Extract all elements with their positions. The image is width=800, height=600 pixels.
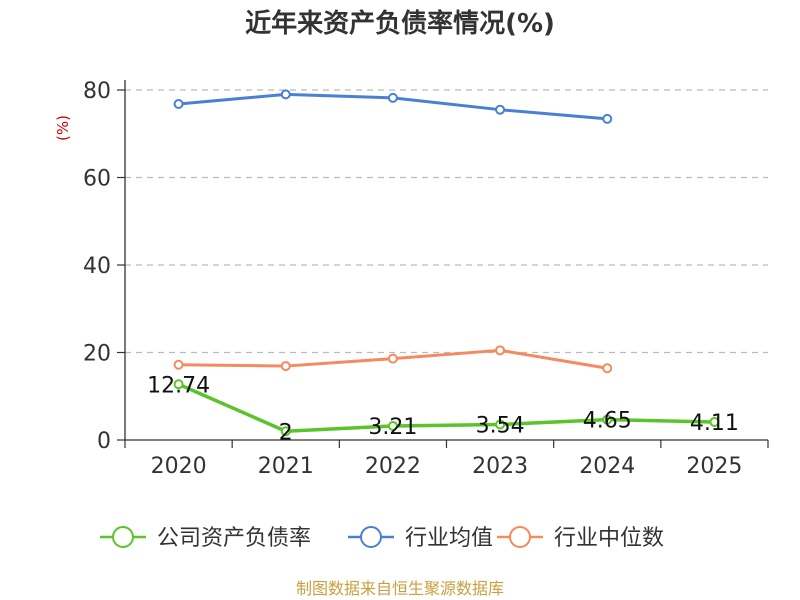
- data-label-2024: 4.65: [583, 409, 632, 434]
- legend-item-2[interactable]: 行业中位数: [497, 526, 664, 551]
- point-s1-2020: [173, 99, 184, 109]
- point-s2-2021: [280, 361, 291, 372]
- legend-marker-0: [112, 526, 134, 548]
- legend-marker-2: [509, 526, 531, 548]
- x-tick-label-2021: 2021: [258, 454, 314, 479]
- axes: 0 20 40 60 80 2020 2021 2022 2023 2024 2025: [83, 79, 769, 479]
- x-tick-label-2022: 2022: [365, 454, 421, 479]
- y-tick-label-40: 40: [83, 254, 111, 279]
- legend-item-0[interactable]: 公司资产负债率: [100, 526, 311, 551]
- legend-marker-1: [360, 526, 382, 548]
- point-s0-2023: [495, 419, 506, 430]
- data-label-2021: 2: [279, 420, 293, 445]
- series-layer: [173, 89, 720, 437]
- chart-title: 近年来资产负债率情况(%): [245, 8, 555, 39]
- legend-label-2: 行业中位数: [554, 526, 664, 551]
- data-label-2025: 4.11: [690, 411, 739, 436]
- point-s0-2025: [709, 417, 720, 428]
- y-tick-label-80: 80: [83, 79, 111, 104]
- data-label-2023: 3.54: [476, 414, 525, 439]
- x-tick-label-2020: 2020: [151, 454, 207, 479]
- data-label-2022: 3.21: [368, 415, 417, 440]
- point-s0-2022: [387, 420, 398, 431]
- legend-item-1[interactable]: 行业均值: [348, 526, 493, 551]
- legend[interactable]: 公司资产负债率 行业均值 行业中位数: [100, 526, 664, 551]
- x-tick-label-2024: 2024: [579, 454, 635, 479]
- point-s1-2023: [495, 104, 506, 115]
- y-axis-label: (%): [54, 115, 72, 141]
- y-tick-label-60: 60: [83, 167, 111, 192]
- legend-label-1: 行业均值: [405, 526, 493, 551]
- y-tick-label-20: 20: [83, 342, 111, 367]
- grid: [125, 89, 768, 354]
- x-tick-label-2025: 2025: [686, 454, 742, 479]
- point-s2-2023: [495, 345, 506, 356]
- point-s2-2024: [602, 363, 613, 374]
- point-s1-2021: [280, 89, 291, 100]
- series-line-0: [177, 382, 715, 433]
- point-s0-2020: [173, 379, 184, 390]
- source-note: 制图数据来自恒生聚源数据库: [296, 579, 504, 598]
- y-tick-label-0: 0: [97, 429, 111, 454]
- point-s2-2020: [173, 359, 184, 370]
- point-s0-2024: [602, 414, 613, 425]
- legend-label-0: 公司资产负债率: [157, 526, 311, 551]
- data-labels: 12.74 2 3.21 3.54 4.65 4.11: [147, 373, 739, 445]
- point-s1-2022: [387, 92, 398, 103]
- point-s0-2021: [280, 426, 291, 437]
- point-s2-2022: [387, 353, 398, 364]
- data-label-2020: 12.74: [147, 373, 210, 398]
- point-s1-2024: [602, 113, 613, 124]
- x-tick-label-2023: 2023: [472, 454, 528, 479]
